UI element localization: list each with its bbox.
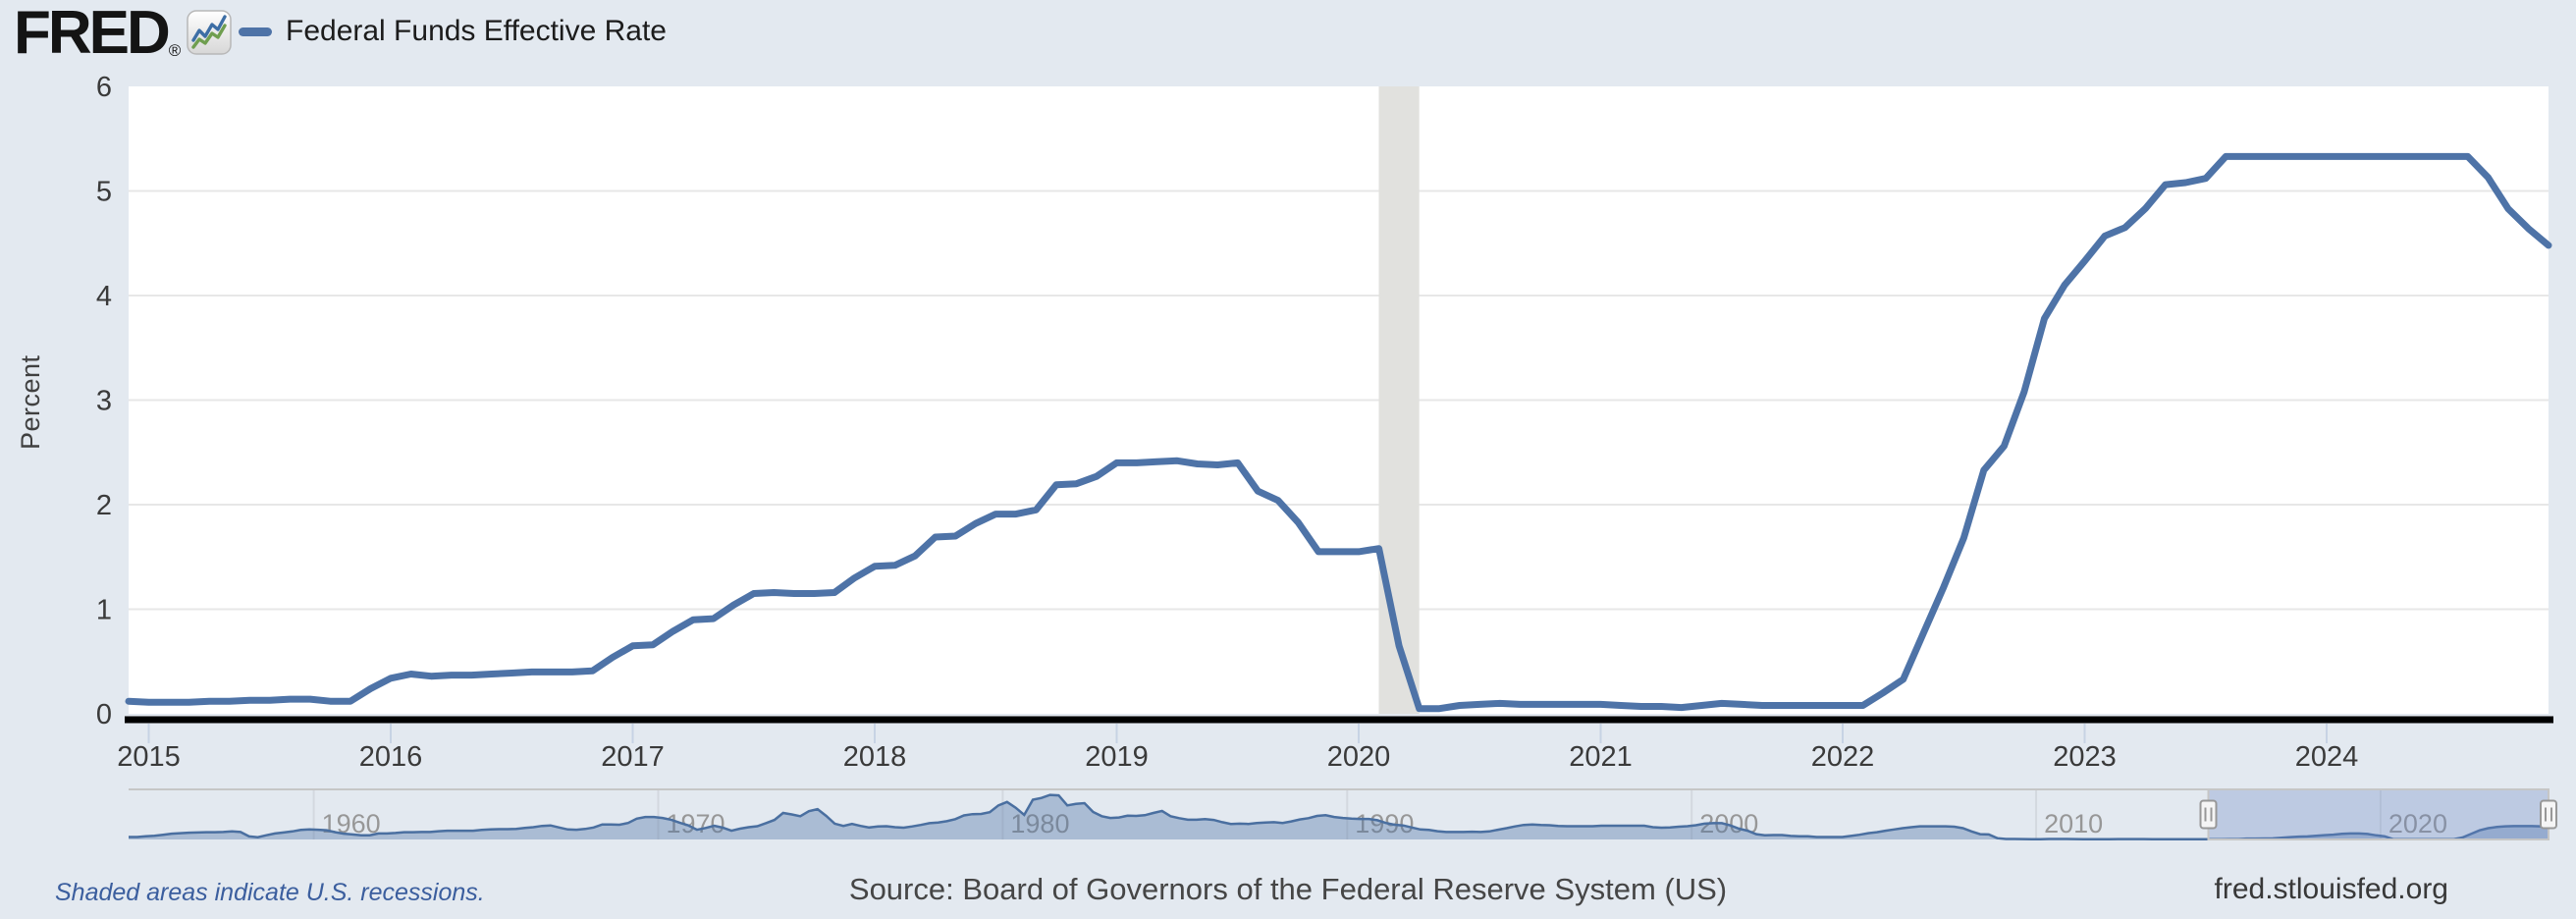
y-tick-label: 6: [96, 72, 112, 103]
fred-logo[interactable]: FRED ®: [14, 0, 233, 67]
x-tick-label: 2024: [2295, 741, 2359, 773]
navigator-decade-label: 1970: [667, 809, 725, 838]
navigator-decade-label: 1980: [1010, 809, 1069, 838]
navigator-handle-right[interactable]: [2540, 799, 2557, 830]
series-line[interactable]: [125, 152, 2552, 713]
y-tick-label: 0: [96, 699, 112, 730]
legend-series-label: Federal Funds Effective Rate: [286, 15, 667, 47]
navigator-handle-left-grip-box[interactable]: [2199, 799, 2218, 830]
x-tick-label: 2023: [2053, 741, 2117, 773]
y-tick-label: 2: [96, 490, 112, 521]
legend[interactable]: Federal Funds Effective Rate: [239, 0, 667, 63]
x-tick-label: 2018: [843, 741, 907, 773]
y-tick-label: 4: [96, 281, 112, 312]
navigator-selection[interactable]: [2208, 789, 2549, 839]
y-tick-label: 1: [96, 595, 112, 626]
x-tick-label: 2019: [1085, 741, 1149, 773]
navigator-area: [129, 794, 2549, 839]
registered-mark-icon: ®: [168, 41, 182, 60]
navigator-decade-label: 2020: [2388, 809, 2447, 838]
y-tick-label: 3: [96, 386, 112, 417]
fred-logo-text: FRED: [14, 0, 171, 67]
x-tick-label: 2022: [1811, 741, 1875, 773]
navigator-handle-left[interactable]: [2199, 799, 2218, 830]
x-tick-label: 2017: [601, 741, 665, 773]
header: FRED ®: [14, 0, 233, 67]
legend-line-swatch: [239, 27, 272, 36]
x-tick-label: 2021: [1569, 741, 1633, 773]
x-tick-label: 2015: [117, 741, 181, 773]
y-tick-label: 5: [96, 177, 112, 208]
x-tick-label: 2016: [359, 741, 423, 773]
recession-note: Shaded areas indicate U.S. recessions.: [55, 879, 485, 906]
fred-logo-chart-icon: [187, 10, 233, 55]
navigator-handle-right-grip-box[interactable]: [2540, 799, 2557, 830]
site-link[interactable]: fred.stlouisfed.org: [2214, 873, 2448, 905]
x-tick-label: 2020: [1327, 741, 1391, 773]
navigator-line: [129, 793, 2549, 841]
recession-band: [1378, 86, 1420, 714]
source-text: Source: Board of Governors of the Federa…: [848, 872, 1728, 906]
navigator-decade-label: 2010: [2044, 809, 2103, 838]
